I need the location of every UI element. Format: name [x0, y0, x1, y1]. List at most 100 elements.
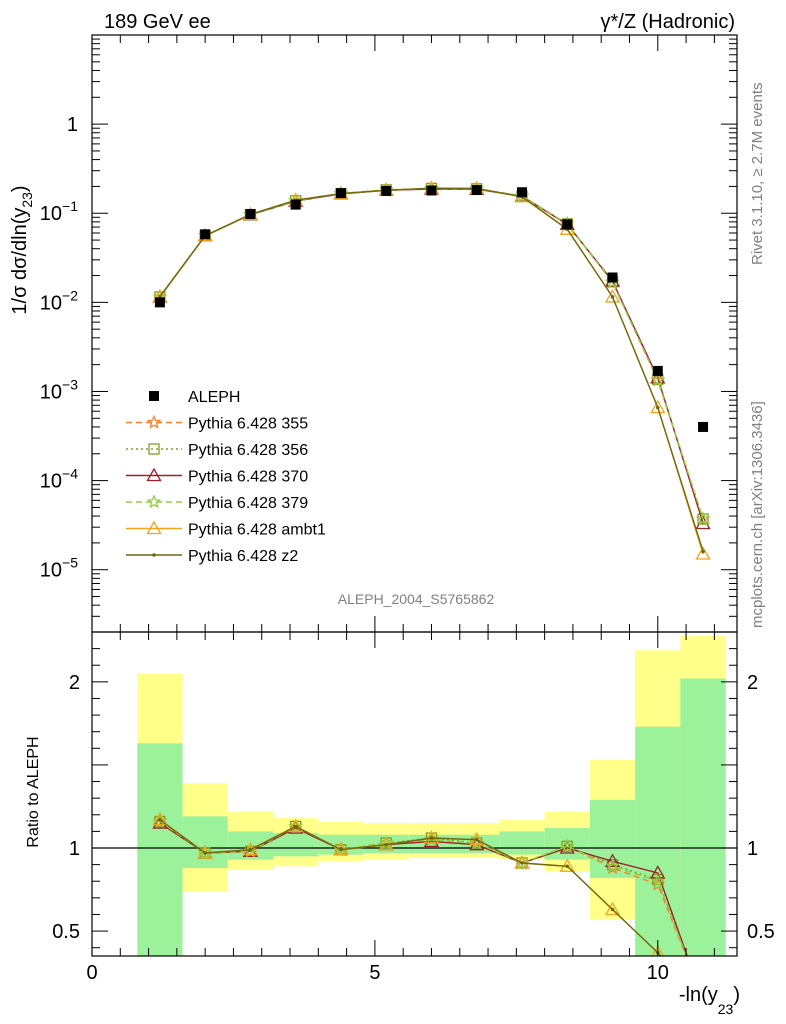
process-label: γ*/Z (Hadronic): [601, 11, 735, 33]
legend-marker-aleph: [149, 391, 159, 401]
legend-item-p356: Pythia 6.428 356: [126, 442, 308, 459]
main-y-tick-label-2: 10−3: [40, 376, 78, 403]
aleph-point-9: [562, 219, 573, 230]
ratio-point-z2-3: [293, 824, 298, 829]
legend-label-p370: Pythia 6.428 370: [188, 469, 308, 486]
green-band-bin-8: [499, 831, 545, 855]
main-y-tick-label-3: 10−2: [40, 287, 78, 314]
energy-label: 189 GeV ee: [104, 11, 211, 33]
legend-marker-z2: [152, 553, 156, 557]
ratio-point-z2-0: [158, 817, 162, 822]
ratio-y-tick-label-right-0: 0.5: [747, 921, 775, 943]
aleph-point-1: [200, 229, 211, 240]
green-band-bin-0: [137, 743, 183, 956]
legend-item-ambt1: Pythia 6.428 ambt1: [126, 520, 326, 539]
x-tick-labels: 0 5 10: [86, 962, 668, 984]
aleph-point-3: [290, 199, 301, 210]
ratio-y-tick-label-0: 0.5: [52, 921, 80, 943]
legend-label-p355: Pythia 6.428 355: [188, 416, 308, 433]
ratio-point-p379-1: [197, 845, 213, 860]
svg-text:1/σ dσ/dln(y23): 1/σ dσ/dln(y23): [9, 185, 35, 314]
main-point-p379-12: [695, 511, 711, 526]
legend-item-z2: Pythia 6.428 z2: [126, 548, 298, 565]
legend-item-p379: Pythia 6.428 379: [126, 494, 308, 512]
ratio-point-z2-5: [384, 842, 389, 847]
svg-text:-ln(y23): -ln(y23): [679, 984, 740, 1017]
ratio-point-p379-11: [650, 873, 666, 888]
legend-label-p379: Pythia 6.428 379: [188, 495, 308, 512]
ratio-point-z2-8: [520, 861, 524, 865]
main-plot-frame: [91, 34, 738, 633]
legend: ALEPH Pythia 6.428 355 Pythia 6.428 356 Pyt…: [126, 389, 326, 565]
aleph-point-8: [517, 187, 527, 198]
x-axis-title: -ln(y23): [679, 984, 740, 1017]
legend-item-data: ALEPH: [149, 389, 240, 406]
ratio-y-tick-label-right-2: 2: [747, 672, 758, 694]
main-point-p379-11: [650, 372, 666, 387]
ratio-point-z2-7: [474, 837, 479, 842]
ratio-point-p370-11: [650, 865, 666, 879]
aleph-point-10: [607, 272, 618, 283]
legend-marker-p356: [148, 443, 160, 455]
ratio-point-z2-12: [701, 1006, 705, 1010]
main-y-tick-labels: 10−5 10−4 10−3 10−2 10−1 1: [40, 114, 78, 582]
x-tick-label-0: 0: [86, 962, 97, 984]
axis-ticks: [91, 34, 737, 956]
main-point-ambt1-11: [650, 399, 666, 414]
aleph-point-12: [698, 421, 709, 432]
ratio-point-z2-1: [203, 851, 207, 855]
ratio-point-p379-3: [288, 818, 304, 833]
x-tick-label-1: 5: [369, 962, 380, 984]
green-band-bin-3: [273, 833, 319, 857]
main-point-z2-12: [701, 549, 705, 554]
main-series-aleph: [154, 185, 709, 432]
main-y-tick-label-1: 10−4: [40, 466, 78, 493]
ratio-plot-frame: [91, 631, 738, 957]
main-y-tick-label-4: 10−1: [40, 198, 78, 225]
ratio-point-p355-11: [650, 876, 666, 891]
ratio-point-ambt1-10: [604, 901, 621, 916]
legend-label-ambt1: Pythia 6.428 ambt1: [188, 522, 326, 539]
ratio-point-p379-9: [559, 838, 575, 853]
main-point-z2-10: [610, 295, 615, 299]
ratio-point-ambt1-2: [242, 841, 259, 856]
main-y-tick-label-0: 10−5: [40, 555, 78, 582]
legend-marker-p355: [146, 414, 162, 429]
legend-marker-p379: [146, 494, 162, 509]
ratio-point-ambt1-3: [288, 818, 304, 833]
aleph-point-2: [245, 209, 256, 220]
ratio-point-ambt1-11: [651, 944, 665, 956]
ratio-point-p379-10: [605, 858, 620, 873]
aleph-point-11: [652, 365, 663, 376]
ratio-point-ambt1-0: [152, 811, 168, 826]
ratio-point-z2-10: [610, 907, 615, 912]
legend-item-p355: Pythia 6.428 355: [126, 414, 308, 433]
legend-item-p370: Pythia 6.428 370: [126, 467, 308, 486]
ratio-y-tick-label-right-1: 1: [747, 838, 758, 860]
ratio-y-axis-title: Ratio to ALEPH: [25, 736, 42, 847]
ratio-point-z2-2: [248, 847, 253, 852]
legend-marker-p370: [146, 467, 162, 482]
rivet-label: Rivet 3.1.10, ≥ 2.7M events: [749, 83, 766, 266]
ratio-series-group: [152, 811, 705, 1010]
legend-label-data: ALEPH: [188, 389, 240, 406]
ratio-point-ambt1-6: [423, 830, 440, 844]
main-point-ambt1-10: [604, 289, 621, 303]
mcplots-label: mcplots.cern.ch [arXiv:1306.3436]: [749, 401, 766, 628]
ratio-y-tick-label-2: 2: [69, 672, 80, 694]
green-band-bin-12: [680, 678, 726, 956]
ratio-point-z2-6: [429, 836, 434, 840]
ratio-point-p370-10: [604, 853, 621, 867]
main-point-z2-11: [655, 405, 660, 410]
legend-label-p356: Pythia 6.428 356: [188, 442, 308, 459]
aleph-point-6: [426, 185, 437, 196]
main-point-ambt1-12: [695, 546, 711, 560]
legend-label-z2: Pythia 6.428 z2: [188, 548, 298, 565]
ratio-point-z2-4: [339, 847, 343, 852]
analysis-watermark: ALEPH_2004_S5765862: [338, 591, 495, 607]
main-y-axis-title: 1/σ dσ/dln(y23): [9, 185, 35, 314]
ratio-y-tick-label-1: 1: [69, 838, 80, 860]
aleph-point-4: [335, 188, 346, 199]
main-series-group: [152, 180, 711, 560]
